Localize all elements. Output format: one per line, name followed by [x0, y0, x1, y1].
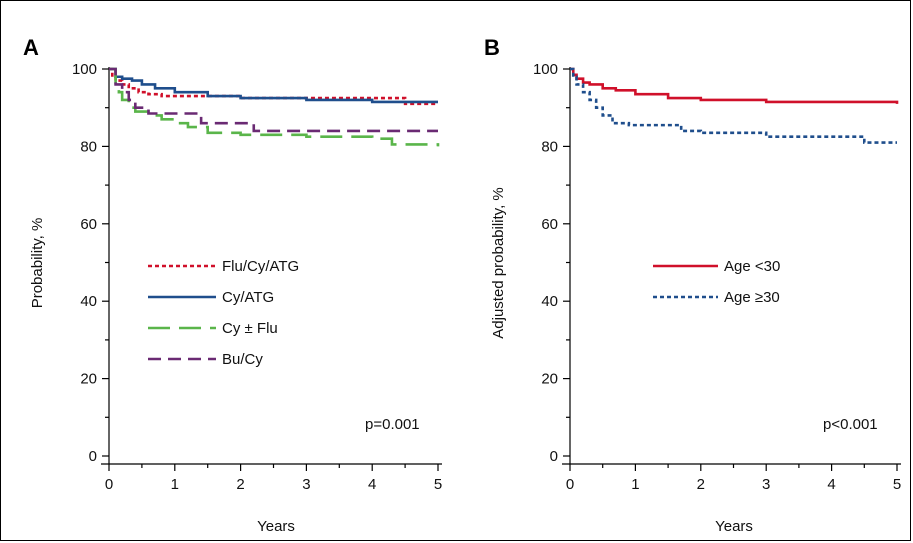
panel-a-axes: 0 20 40 60 80 100 0 1 2 3 4 5	[72, 61, 442, 493]
panel-a-letter: A	[23, 35, 39, 60]
panel-a-series	[109, 67, 440, 147]
panel-b-pvalue: p<0.001	[823, 416, 878, 433]
legend-label-2: Age ≥30	[724, 289, 780, 306]
y-tick-label: 40	[80, 293, 97, 310]
series-line-2	[109, 67, 438, 104]
x-tick-label: 0	[105, 476, 113, 493]
panel-b-axes: 0 20 40 60 80 100 0 1 2 3 4 5	[533, 61, 901, 493]
x-tick-label: 1	[631, 476, 639, 493]
panel-b-letter: B	[484, 35, 500, 60]
y-tick-label: 20	[541, 371, 558, 388]
y-tick-label: 20	[80, 371, 97, 388]
x-tick-label: 3	[762, 476, 770, 493]
panel-a: A Probability, % Years p=0.001 020406080…	[23, 35, 442, 535]
x-tick-label: 0	[566, 476, 574, 493]
x-tick-label: 2	[697, 476, 705, 493]
x-tick-label: 5	[434, 476, 442, 493]
panel-a-legend: Flu/Cy/ATG Cy/ATG Cy ± Flu Bu/Cy	[148, 258, 299, 368]
panel-a-ylabel: Probability, %	[29, 218, 46, 309]
y-tick-label: 60	[80, 216, 97, 233]
y-tick-label: 40	[541, 293, 558, 310]
legend-label-2: Cy/ATG	[222, 289, 274, 306]
y-tick-label: 80	[541, 138, 558, 155]
x-tick-label: 2	[236, 476, 244, 493]
x-tick-label: 1	[171, 476, 179, 493]
legend-label-3: Cy ± Flu	[222, 320, 278, 337]
y-tick-label: 0	[89, 448, 97, 465]
y-tick-label: 80	[80, 138, 97, 155]
legend-label-1: Age <30	[724, 258, 780, 275]
x-tick-label: 4	[827, 476, 835, 493]
legend-label-4: Bu/Cy	[222, 351, 263, 368]
y-tick-label: 0	[550, 448, 558, 465]
x-tick-label: 4	[368, 476, 376, 493]
series-line-3	[109, 67, 440, 147]
series-line-1	[570, 67, 899, 104]
series-line-4	[109, 67, 438, 133]
y-tick-label: 100	[533, 61, 558, 78]
panel-b-legend: Age <30 Age ≥30	[653, 258, 780, 306]
y-tick-label: 60	[541, 216, 558, 233]
legend-label-1: Flu/Cy/ATG	[222, 258, 299, 275]
panel-a-xlabel: Years	[257, 518, 295, 535]
panel-b-series	[570, 67, 899, 144]
x-tick-label: 3	[302, 476, 310, 493]
y-tick-label: 100	[72, 61, 97, 78]
series-line-2	[570, 67, 897, 144]
panel-a-pvalue: p=0.001	[365, 416, 420, 433]
panel-b-ylabel: Adjusted probability, %	[490, 187, 507, 338]
panel-b: B Adjusted probability, % Years p<0.001 …	[484, 35, 901, 535]
x-tick-label: 5	[893, 476, 901, 493]
panel-b-xlabel: Years	[715, 518, 753, 535]
